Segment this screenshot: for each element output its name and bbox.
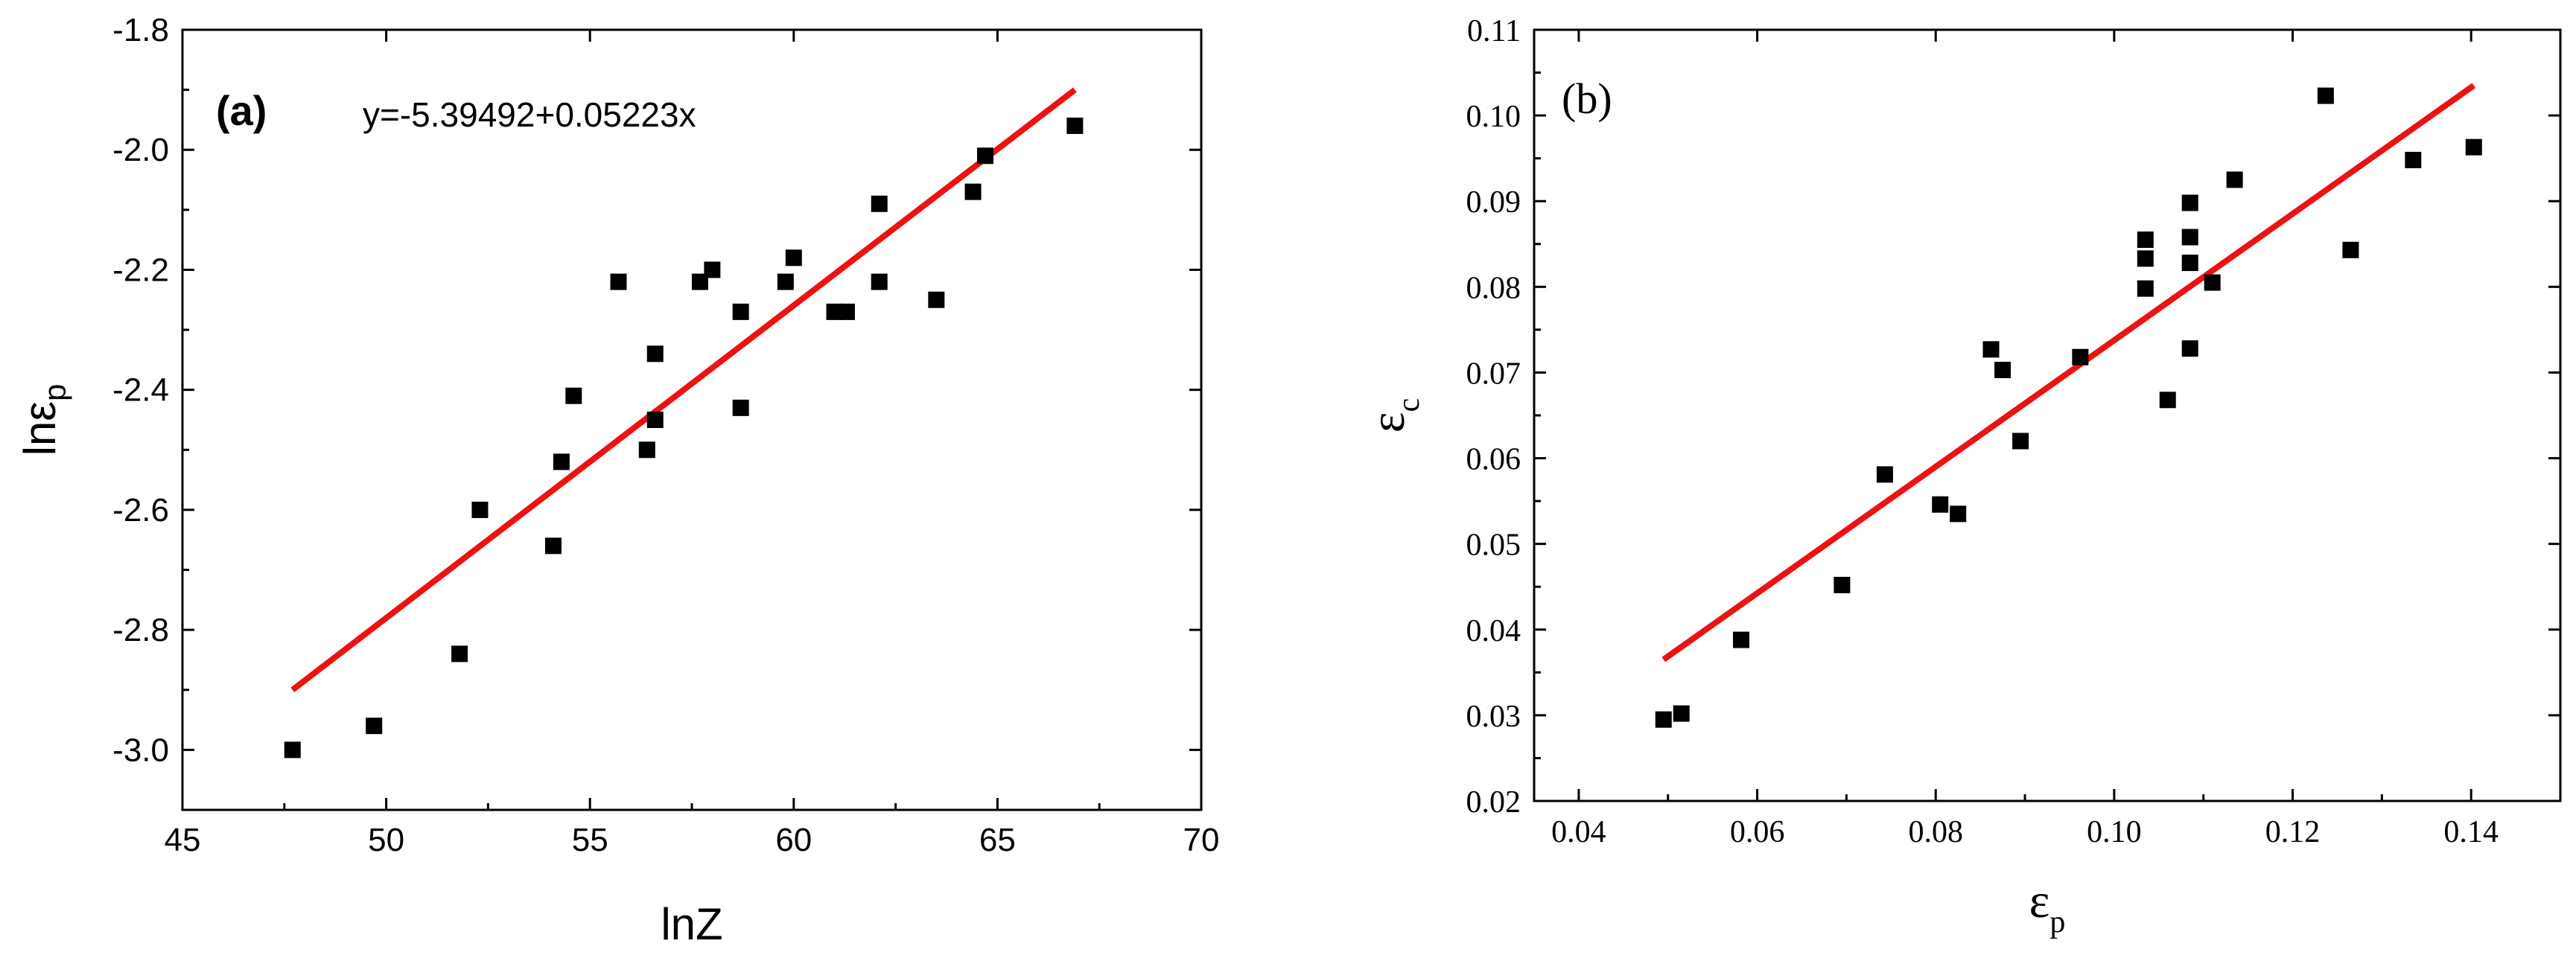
y-tick-label: 0.03 (1466, 700, 1521, 734)
y-axis-title-a-sub: p (37, 384, 72, 401)
y-tick-label: -2.8 (112, 612, 169, 648)
chart-panel-a: 45 50 55 60 65 70 -3.0 -2.8 -2.6 -2.4 -2.2 -2.0 -1.8… (15, 12, 1219, 949)
x-axis-title-a: lnZ (661, 899, 722, 949)
data-point (2137, 250, 2154, 267)
x-tick-label: 0.10 (2087, 815, 2142, 849)
data-point (2012, 432, 2029, 450)
x-tick-label: 0.14 (2443, 815, 2499, 849)
data-point (732, 399, 749, 416)
panel-label-b: (b) (1562, 74, 1612, 123)
y-tick-label: 0.08 (1466, 271, 1521, 305)
data-point (610, 273, 627, 290)
data-point (1994, 361, 2011, 378)
x-axis-title-b-main: ε (2029, 874, 2050, 928)
y-axis-title-b-main: ε (1361, 412, 1415, 432)
data-point (704, 261, 721, 278)
data-point (1655, 711, 1672, 728)
data-point (2072, 348, 2089, 365)
data-point (732, 303, 749, 320)
data-point (451, 645, 468, 663)
data-point (2405, 151, 2422, 168)
data-point (2317, 87, 2334, 104)
x-tick-label: 65 (979, 822, 1016, 858)
x-tick-label: 55 (572, 822, 608, 858)
x-tick-label: 50 (368, 822, 404, 858)
plot-frame-b (1533, 28, 2562, 802)
data-point (976, 147, 993, 165)
data-point (1950, 505, 1967, 523)
fit-line (1661, 83, 2476, 663)
chart-panel-b: 0.04 0.06 0.08 0.10 0.12 0.14 0.02 0.03 0.04 0.05… (1361, 14, 2562, 939)
x-tick-label: 0.08 (1908, 815, 1963, 849)
x-tick-label: 0.12 (2265, 815, 2321, 849)
x-tick-label: 70 (1183, 822, 1220, 858)
data-point (1732, 631, 1749, 648)
data-point (1876, 466, 1893, 483)
fit-line (290, 87, 1077, 692)
data-point (2465, 138, 2482, 156)
data-point (544, 537, 562, 555)
data-point (871, 195, 888, 212)
x-axis-title-b: εp (2029, 874, 2066, 939)
data-point (366, 718, 383, 735)
x-axis-title-b-sub: p (2049, 905, 2065, 939)
data-point (1834, 576, 1851, 593)
fit-equation: y=-5.39492+0.05223x (363, 95, 696, 134)
data-point (638, 441, 655, 459)
y-tick-label: -1.8 (112, 12, 169, 48)
data-point (646, 345, 664, 363)
y-tick-label: 0.10 (1466, 100, 1521, 134)
data-point (553, 453, 570, 470)
data-point (284, 741, 301, 759)
data-point (565, 387, 582, 404)
y-tick-label: -2.4 (112, 372, 169, 409)
data-point (2137, 280, 2154, 297)
y-axis-title-a: lnεp (15, 384, 72, 456)
data-point (2137, 232, 2154, 249)
chart-a-marks: 45 50 55 60 65 70 -3.0 -2.8 -2.6 -2.4 -2.2 -2.0 -1.8 (112, 12, 1219, 858)
chart-b-marks: 0.04 0.06 0.08 0.10 0.12 0.14 0.02 0.03 0.04 0.05… (1466, 14, 2560, 849)
data-point (777, 273, 794, 290)
y-tick-label: -2.2 (112, 252, 169, 288)
data-point (928, 291, 945, 308)
y-tick-label: -2.0 (112, 132, 169, 168)
plot-frame-a (181, 28, 1203, 811)
x-tick-label: 60 (775, 822, 812, 858)
data-point (2342, 241, 2359, 258)
data-point (2181, 194, 2198, 211)
y-tick-label: 0.04 (1466, 614, 1521, 648)
data-point (646, 412, 664, 428)
data-point (785, 249, 802, 266)
y-axis-title-a-main: lnε (15, 401, 65, 456)
y-tick-label: -3.0 (112, 732, 169, 768)
x-tick-label: 0.06 (1730, 815, 1785, 849)
y-axis-title-b-sub: c (1392, 398, 1426, 412)
data-point (1673, 705, 1690, 722)
y-tick-label: -2.6 (112, 492, 169, 529)
data-point (1932, 496, 1949, 513)
data-point (2159, 392, 2176, 409)
y-tick-label: 0.06 (1466, 443, 1521, 477)
data-point (2181, 229, 2198, 246)
data-point (1066, 117, 1084, 134)
data-point (838, 303, 855, 320)
y-tick-label: 0.07 (1466, 357, 1521, 391)
data-point (2204, 274, 2221, 291)
y-tick-label: 0.11 (1467, 14, 1521, 48)
data-point (471, 501, 489, 518)
y-tick-label: 0.09 (1466, 185, 1521, 220)
y-tick-label: 0.05 (1466, 529, 1521, 563)
x-tick-label: 0.04 (1551, 815, 1606, 849)
data-point (2181, 255, 2198, 272)
y-axis-title-b: εc (1361, 398, 1426, 432)
data-point (2226, 171, 2243, 188)
data-point (871, 273, 888, 290)
y-tick-label: 0.02 (1466, 785, 1521, 820)
panel-label-a: (a) (216, 87, 267, 134)
x-tick-label: 45 (165, 822, 201, 858)
data-point (1982, 341, 2000, 358)
data-point (964, 183, 982, 200)
data-point (2181, 340, 2198, 357)
